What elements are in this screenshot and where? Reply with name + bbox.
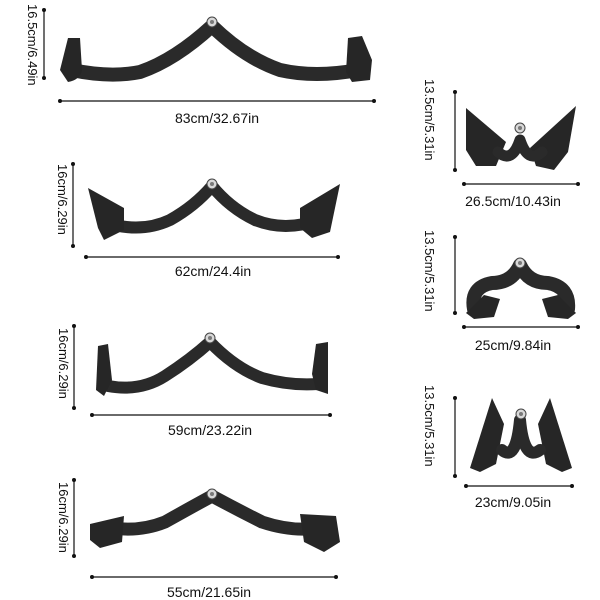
grip-handle-image bbox=[466, 257, 576, 319]
handle-2-drawing bbox=[453, 235, 580, 329]
width-label: 62cm/24.4in bbox=[174, 263, 252, 279]
bar-2-drawing bbox=[71, 162, 340, 259]
width-label: 23cm/9.05in bbox=[474, 494, 552, 510]
height-label: 13.5cm/5.31in bbox=[422, 79, 437, 161]
bar-3-drawing bbox=[72, 324, 332, 417]
height-label: 16cm/6.29in bbox=[55, 164, 70, 235]
handle-1-drawing bbox=[453, 90, 580, 186]
product-bar-3: 16cm/6.29in 59cm/23.22in bbox=[0, 320, 400, 440]
product-handle-1: 13.5cm/5.31in 26.5cm/10.43in bbox=[420, 79, 600, 215]
width-label: 55cm/21.65in bbox=[166, 584, 252, 600]
product-bar-1: 16.5cm/6.49in 83cm/32.67in bbox=[0, 0, 400, 126]
width-label: 59cm/23.22in bbox=[167, 422, 253, 438]
grip-handle-image bbox=[470, 398, 572, 472]
bar-1-drawing bbox=[42, 8, 376, 103]
dimension-end-dot bbox=[42, 76, 46, 80]
lat-bar-image bbox=[96, 332, 328, 396]
height-label: 16cm/6.29in bbox=[56, 328, 71, 399]
height-label: 13.5cm/5.31in bbox=[422, 385, 437, 467]
height-label: 16cm/6.29in bbox=[56, 482, 71, 553]
height-label: 13.5cm/5.31in bbox=[422, 230, 437, 312]
product-handle-3: 13.5cm/5.31in 23cm/9.05in bbox=[420, 380, 600, 520]
lat-bar-image bbox=[60, 16, 372, 82]
handle-3-drawing bbox=[453, 396, 574, 488]
product-bar-4: 16cm/6.29in 55cm/21.65in bbox=[0, 470, 400, 600]
lat-bar-image bbox=[90, 488, 340, 552]
product-bar-2: 16cm/6.29in 62cm/24.4in bbox=[0, 150, 400, 285]
width-label: 83cm/32.67in bbox=[174, 110, 260, 126]
height-label: 16.5cm/6.49in bbox=[25, 4, 40, 86]
lat-bar-image bbox=[88, 178, 340, 240]
bar-4-drawing bbox=[72, 478, 340, 579]
grip-handle-image bbox=[466, 106, 576, 170]
width-label: 25cm/9.84in bbox=[474, 337, 552, 353]
dimension-end-dot bbox=[42, 8, 46, 12]
width-label: 26.5cm/10.43in bbox=[465, 193, 561, 209]
product-handle-2: 13.5cm/5.31in 25cm/9.84in bbox=[420, 225, 600, 355]
